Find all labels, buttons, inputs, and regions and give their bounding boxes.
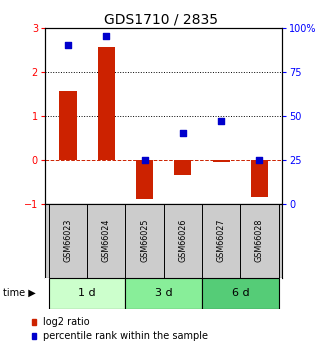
Bar [213, 159, 230, 162]
Point [142, 157, 147, 162]
Text: percentile rank within the sample: percentile rank within the sample [43, 331, 208, 341]
Text: 1 d: 1 d [78, 288, 96, 298]
Text: GSM66026: GSM66026 [178, 219, 187, 262]
Point [219, 118, 224, 124]
Text: 6 d: 6 d [231, 288, 249, 298]
Point [65, 42, 71, 48]
Text: 3 d: 3 d [155, 288, 172, 298]
Bar [126, 278, 202, 309]
Text: time ▶: time ▶ [3, 288, 36, 298]
Bar [251, 159, 268, 197]
Bar [49, 278, 126, 309]
Text: GSM66023: GSM66023 [64, 219, 73, 262]
Bar [136, 159, 153, 199]
Text: log2 ratio: log2 ratio [43, 317, 89, 327]
Bar [98, 47, 115, 159]
Bar [174, 159, 192, 175]
Point [257, 157, 262, 162]
Text: GSM66027: GSM66027 [217, 219, 226, 263]
Bar [59, 91, 76, 159]
Text: GSM66025: GSM66025 [140, 219, 149, 263]
Bar [202, 278, 279, 309]
Point [180, 130, 186, 136]
Text: GSM66024: GSM66024 [102, 219, 111, 262]
Point [104, 34, 109, 39]
Text: GDS1710 / 2835: GDS1710 / 2835 [103, 12, 218, 26]
Text: GSM66028: GSM66028 [255, 219, 264, 262]
